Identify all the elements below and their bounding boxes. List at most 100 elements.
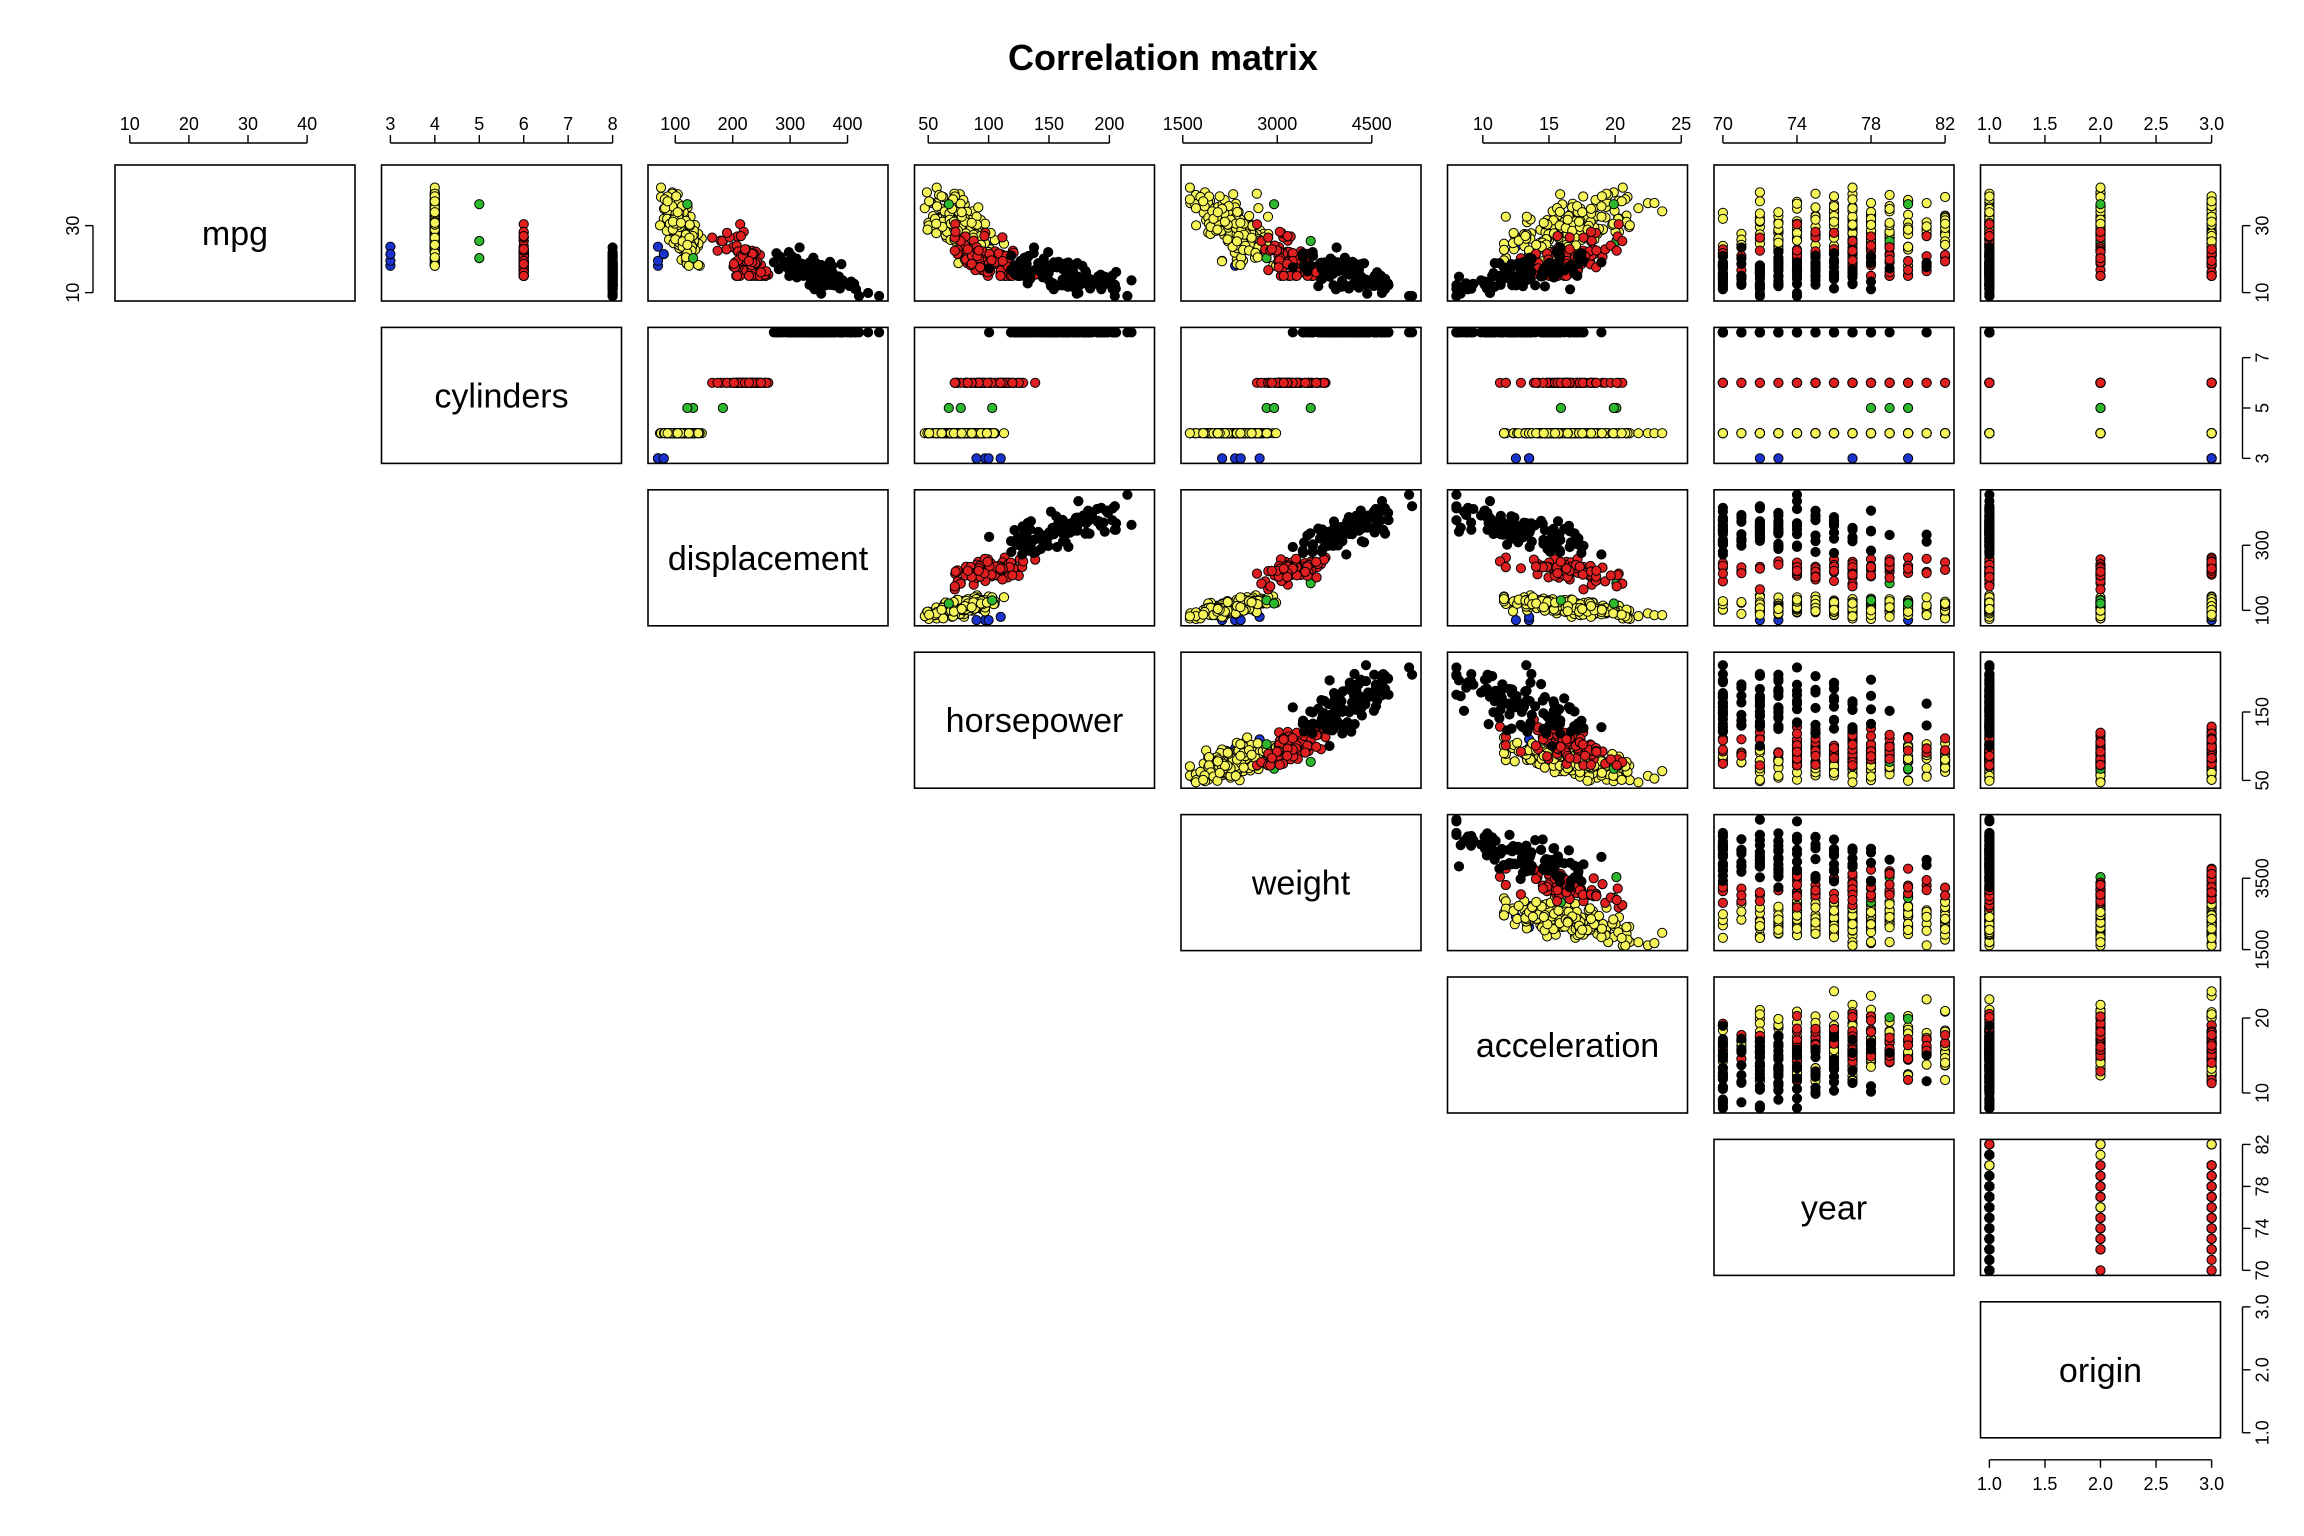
data-point	[931, 218, 942, 229]
data-point	[824, 256, 836, 267]
data-point	[2206, 428, 2217, 439]
data-point	[1884, 217, 1895, 228]
data-point	[823, 267, 834, 278]
data-point	[1479, 327, 1491, 338]
data-point	[1266, 244, 1278, 255]
data-point	[1479, 276, 1491, 287]
data-point	[1736, 428, 1747, 439]
data-point	[1009, 327, 1020, 338]
data-point	[518, 258, 529, 269]
data-point	[1184, 428, 1196, 439]
data-point	[1561, 377, 1572, 388]
data-point	[1254, 453, 1265, 464]
data-point	[1451, 280, 1462, 291]
data-point	[518, 270, 529, 281]
data-point	[1330, 284, 1342, 295]
data-point	[1453, 271, 1465, 282]
data-point	[1717, 260, 1729, 271]
data-point	[1500, 377, 1511, 388]
data-point	[1940, 191, 1951, 203]
data-point	[607, 280, 618, 291]
data-point	[1217, 453, 1228, 464]
data-point	[922, 224, 933, 235]
scatterplot-matrix: mpgcylindersdisplacementhorsepowerweight…	[63, 114, 2273, 1494]
data-point	[1847, 182, 1858, 193]
data-point	[973, 245, 984, 256]
data-point	[1562, 428, 1573, 439]
data-point	[846, 276, 857, 287]
data-point	[1271, 428, 1282, 439]
data-point	[1657, 206, 1668, 217]
data-point	[1984, 191, 1995, 202]
data-point	[984, 263, 995, 274]
data-point	[1903, 264, 1914, 276]
data-point	[1717, 269, 1729, 280]
data-point	[1262, 211, 1274, 222]
data-point	[1565, 284, 1576, 295]
data-point	[1515, 377, 1527, 388]
data-point	[607, 290, 618, 302]
data-point	[1554, 206, 1566, 217]
data-point	[2206, 196, 2217, 207]
data-point	[1591, 377, 1602, 388]
data-point	[518, 244, 529, 255]
data-point	[671, 191, 682, 202]
data-point	[1717, 327, 1729, 338]
panel-frame	[1979, 326, 2222, 465]
data-point	[1500, 211, 1511, 222]
data-point	[1984, 264, 1995, 275]
panel-frame	[1180, 326, 1422, 465]
data-point	[1531, 239, 1542, 250]
data-point	[1633, 428, 1644, 439]
data-point	[672, 428, 683, 439]
data-point	[1754, 377, 1766, 388]
data-point	[1510, 453, 1522, 464]
data-point	[1298, 327, 1309, 338]
data-point	[654, 220, 666, 231]
data-point	[1847, 245, 1858, 256]
panel-cylinders-origin	[1979, 326, 2222, 465]
data-point	[1903, 241, 1914, 252]
data-point	[1773, 247, 1784, 258]
data-point	[1058, 327, 1069, 338]
data-point	[1633, 203, 1644, 214]
data-point	[1791, 273, 1803, 284]
data-point	[1498, 428, 1510, 439]
data-point	[1518, 327, 1530, 338]
data-point	[1273, 262, 1284, 273]
data-point	[1736, 327, 1747, 338]
data-point	[1305, 235, 1316, 247]
data-point	[1521, 211, 1532, 222]
data-point	[1219, 216, 1231, 227]
data-point	[1530, 280, 1541, 291]
data-point	[1884, 402, 1895, 414]
data-point	[1921, 257, 1932, 268]
data-point	[1884, 254, 1895, 265]
data-point	[607, 248, 618, 259]
data-point	[1791, 377, 1803, 388]
data-point	[658, 249, 669, 260]
data-point	[1355, 327, 1366, 338]
data-point	[1754, 245, 1766, 256]
data-point	[1736, 278, 1747, 289]
data-point	[429, 196, 440, 207]
data-point	[1903, 255, 1914, 267]
data-point	[1232, 206, 1243, 218]
data-point	[1828, 283, 1840, 294]
data-point	[1608, 199, 1619, 210]
data-point	[1058, 264, 1069, 275]
data-point	[1773, 377, 1784, 388]
data-point	[1251, 188, 1262, 199]
data-point	[721, 227, 733, 238]
data-point	[1562, 214, 1573, 225]
data-point	[955, 402, 966, 414]
data-point	[1269, 199, 1280, 210]
data-point	[2095, 182, 2106, 193]
data-point	[1355, 276, 1366, 287]
data-point	[1791, 428, 1803, 439]
data-point	[2095, 253, 2106, 264]
data-point	[778, 259, 789, 270]
data-point	[1074, 327, 1085, 338]
data-point	[924, 196, 935, 207]
data-point	[1021, 258, 1032, 269]
